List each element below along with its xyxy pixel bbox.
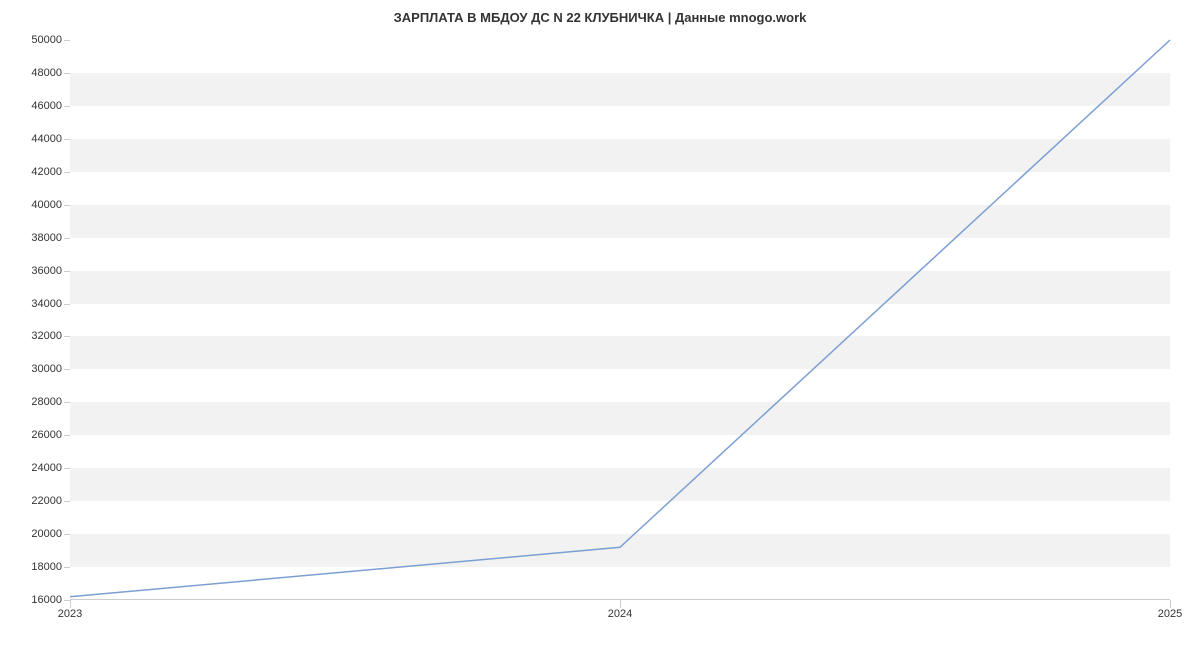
y-tick-label: 18000 bbox=[31, 561, 62, 573]
y-tick-label: 24000 bbox=[31, 462, 62, 474]
y-tick-label: 36000 bbox=[31, 265, 62, 277]
y-tick-mark bbox=[64, 73, 70, 74]
line-series-svg bbox=[70, 40, 1170, 600]
y-tick-label: 22000 bbox=[31, 495, 62, 507]
y-tick-mark bbox=[64, 271, 70, 272]
x-tick-label: 2025 bbox=[1158, 608, 1182, 620]
y-tick-label: 32000 bbox=[31, 330, 62, 342]
y-tick-mark bbox=[64, 139, 70, 140]
y-tick-mark bbox=[64, 534, 70, 535]
chart-title: ЗАРПЛАТА В МБДОУ ДС N 22 КЛУБНИЧКА | Дан… bbox=[0, 0, 1200, 25]
y-tick-mark bbox=[64, 435, 70, 436]
series-line bbox=[70, 40, 1170, 597]
y-tick-mark bbox=[64, 238, 70, 239]
y-tick-label: 42000 bbox=[31, 166, 62, 178]
y-tick-mark bbox=[64, 468, 70, 469]
y-tick-label: 50000 bbox=[31, 34, 62, 46]
y-tick-mark bbox=[64, 205, 70, 206]
y-tick-label: 28000 bbox=[31, 396, 62, 408]
x-tick-mark bbox=[70, 600, 71, 608]
y-tick-mark bbox=[64, 304, 70, 305]
y-tick-label: 30000 bbox=[31, 363, 62, 375]
y-tick-label: 34000 bbox=[31, 298, 62, 310]
y-tick-mark bbox=[64, 40, 70, 41]
x-tick-label: 2023 bbox=[58, 608, 82, 620]
y-tick-mark bbox=[64, 336, 70, 337]
y-tick-label: 48000 bbox=[31, 67, 62, 79]
y-tick-mark bbox=[64, 501, 70, 502]
y-tick-label: 20000 bbox=[31, 528, 62, 540]
x-tick-mark bbox=[1170, 600, 1171, 608]
y-tick-label: 38000 bbox=[31, 232, 62, 244]
chart-plot-area: 1600018000200002200024000260002800030000… bbox=[70, 40, 1170, 600]
y-tick-label: 40000 bbox=[31, 199, 62, 211]
y-tick-label: 26000 bbox=[31, 429, 62, 441]
y-tick-mark bbox=[64, 106, 70, 107]
x-tick-mark bbox=[620, 600, 621, 608]
y-tick-label: 16000 bbox=[31, 594, 62, 606]
y-tick-mark bbox=[64, 369, 70, 370]
x-tick-label: 2024 bbox=[608, 608, 632, 620]
y-tick-mark bbox=[64, 567, 70, 568]
y-tick-mark bbox=[64, 172, 70, 173]
y-tick-mark bbox=[64, 402, 70, 403]
y-tick-label: 44000 bbox=[31, 133, 62, 145]
y-tick-label: 46000 bbox=[31, 100, 62, 112]
